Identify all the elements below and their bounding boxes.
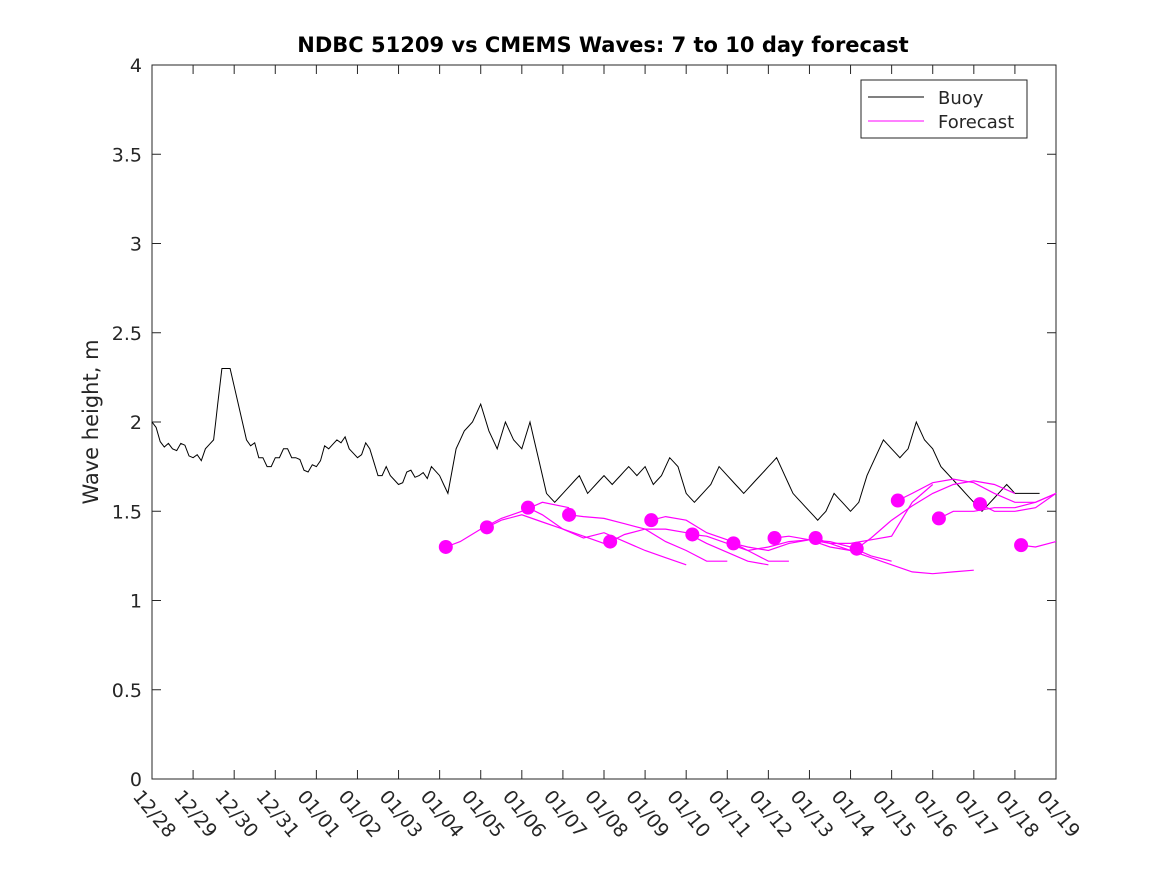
forecast-start-marker [644, 513, 659, 528]
x-tick-label: 01/03 [375, 786, 427, 842]
series-layer [151, 368, 1057, 575]
y-tick-label: 3.5 [112, 144, 142, 166]
x-tick-label: 01/09 [621, 786, 673, 842]
x-tick-label: 01/11 [703, 786, 755, 842]
forecast-start-marker [849, 541, 864, 556]
y-tick-label: 0 [130, 769, 142, 791]
plot-area [151, 64, 1057, 780]
forecast-line [856, 480, 1016, 550]
x-tick-label: 01/15 [868, 786, 920, 842]
y-axis: 0 0.5 1 1.5 2 2.5 3 3.5 4 [112, 55, 1056, 791]
y-tick-label: 2.5 [112, 323, 142, 345]
forecast-start-marker [685, 527, 700, 542]
forecast-start-marker [931, 511, 946, 526]
forecast-line [486, 514, 611, 548]
y-axis-label: Wave height, m [79, 339, 103, 504]
forecast-start-marker [726, 536, 741, 551]
forecast-start-marker [562, 507, 577, 522]
forecast-line [692, 533, 851, 552]
forecast-start-marker [808, 531, 823, 546]
x-tick-label: 01/10 [662, 786, 714, 842]
forecast-line [979, 492, 1057, 512]
forecast-start-marker [479, 520, 494, 535]
x-tick-label: 12/31 [251, 786, 303, 842]
forecast-start-marker [972, 497, 987, 512]
forecast-line [445, 501, 570, 548]
x-tick-label: 01/01 [293, 786, 345, 842]
x-tick-label: 01/06 [498, 786, 550, 842]
x-tick-label: 12/30 [210, 786, 262, 842]
forecast-start-marker [603, 534, 618, 549]
x-tick-label: 01/04 [416, 786, 468, 842]
forecast-start-marker [1014, 538, 1029, 553]
chart-title: NDBC 51209 vs CMEMS Waves: 7 to 10 day f… [297, 33, 908, 57]
y-tick-label: 3 [130, 234, 142, 256]
x-tick-label: 01/02 [334, 786, 386, 842]
forecast-line [774, 484, 934, 544]
legend: Buoy Forecast [860, 79, 1028, 139]
forecast-line [651, 515, 789, 562]
x-tick-label: 01/17 [950, 786, 1002, 842]
buoy-line [151, 368, 1040, 521]
x-tick-label: 01/14 [827, 786, 879, 842]
forecast-line [815, 537, 974, 575]
x-tick-label: 12/28 [128, 786, 180, 842]
y-tick-label: 1.5 [112, 501, 142, 523]
x-tick-label: 01/05 [457, 786, 509, 842]
legend-box [860, 79, 1028, 139]
y-tick-label: 0.5 [112, 680, 142, 702]
forecast-start-marker [890, 493, 905, 508]
forecast-line [527, 507, 687, 566]
x-tick-label: 01/07 [539, 786, 591, 842]
y-tick-label: 2 [130, 412, 142, 434]
x-tick-label: 01/19 [1032, 786, 1084, 842]
legend-forecast-label: Forecast [938, 112, 1014, 133]
x-tick-label: 01/18 [991, 786, 1043, 842]
x-tick-label: 01/12 [745, 786, 797, 842]
y-tick-label: 4 [130, 55, 142, 77]
forecast-line [938, 492, 1057, 519]
y-tick-label: 1 [130, 591, 142, 613]
x-tick-label: 01/08 [580, 786, 632, 842]
forecast-start-marker [438, 539, 453, 554]
x-tick-label: 12/29 [169, 786, 221, 842]
forecast-start-marker [520, 500, 535, 515]
x-tick-label: 01/13 [786, 786, 838, 842]
forecast-line [897, 478, 1057, 503]
legend-buoy-label: Buoy [938, 88, 984, 109]
forecast-start-marker [767, 531, 782, 546]
x-tick-label: 01/16 [909, 786, 961, 842]
